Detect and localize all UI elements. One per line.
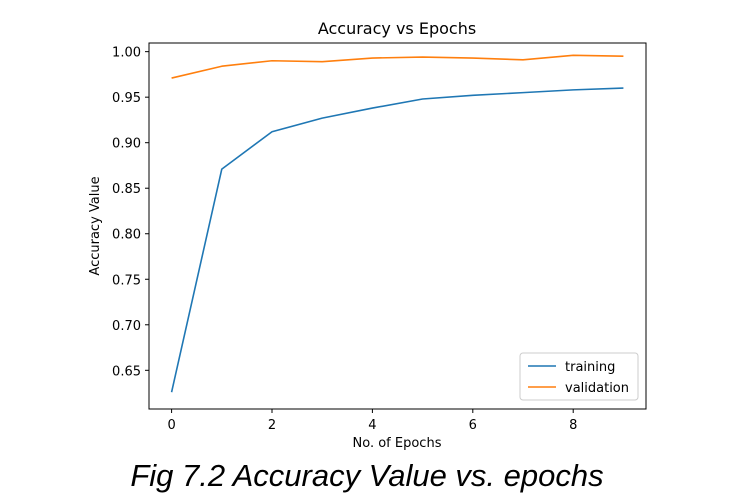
x-axis: 0 2 4 6 8: [167, 409, 577, 433]
y-tick-label: 0.90: [112, 137, 141, 152]
y-tick-label: 0.70: [112, 319, 141, 334]
legend-label-training: training: [565, 360, 615, 375]
legend-label-validation: validation: [565, 381, 629, 396]
series-line-validation: [171, 54, 624, 79]
series-lines: [170, 54, 624, 393]
accuracy-chart: Accuracy vs Epochs 0 2 4 6 8 0.65 0.70 0.75 0.8…: [88, 19, 647, 451]
figure-caption: Fig 7.2 Accuracy Value vs. epochs: [130, 458, 604, 493]
y-tick-label: 0.85: [112, 182, 141, 197]
x-tick-label: 4: [368, 418, 376, 433]
x-tick-label: 0: [167, 418, 175, 433]
x-axis-label: No. of Epochs: [353, 436, 442, 451]
y-tick-label: 1.00: [112, 46, 141, 61]
series-line-training: [170, 87, 624, 393]
y-tick-label: 0.95: [112, 91, 141, 106]
y-tick-label: 0.80: [112, 228, 141, 243]
chart-title: Accuracy vs Epochs: [318, 19, 476, 38]
y-axis-label: Accuracy Value: [88, 176, 103, 275]
plot-area: [148, 42, 647, 410]
plot-frame: [148, 42, 647, 410]
x-tick-label: 2: [268, 418, 276, 433]
x-tick-label: 8: [569, 418, 577, 433]
legend-box: [519, 352, 639, 401]
y-tick-label: 0.65: [112, 364, 141, 379]
y-axis: 0.65 0.70 0.75 0.80 0.85 0.90 0.95 1.00: [112, 46, 149, 379]
legend: training validation: [519, 352, 639, 401]
x-tick-label: 6: [469, 418, 477, 433]
y-tick-label: 0.75: [112, 273, 141, 288]
